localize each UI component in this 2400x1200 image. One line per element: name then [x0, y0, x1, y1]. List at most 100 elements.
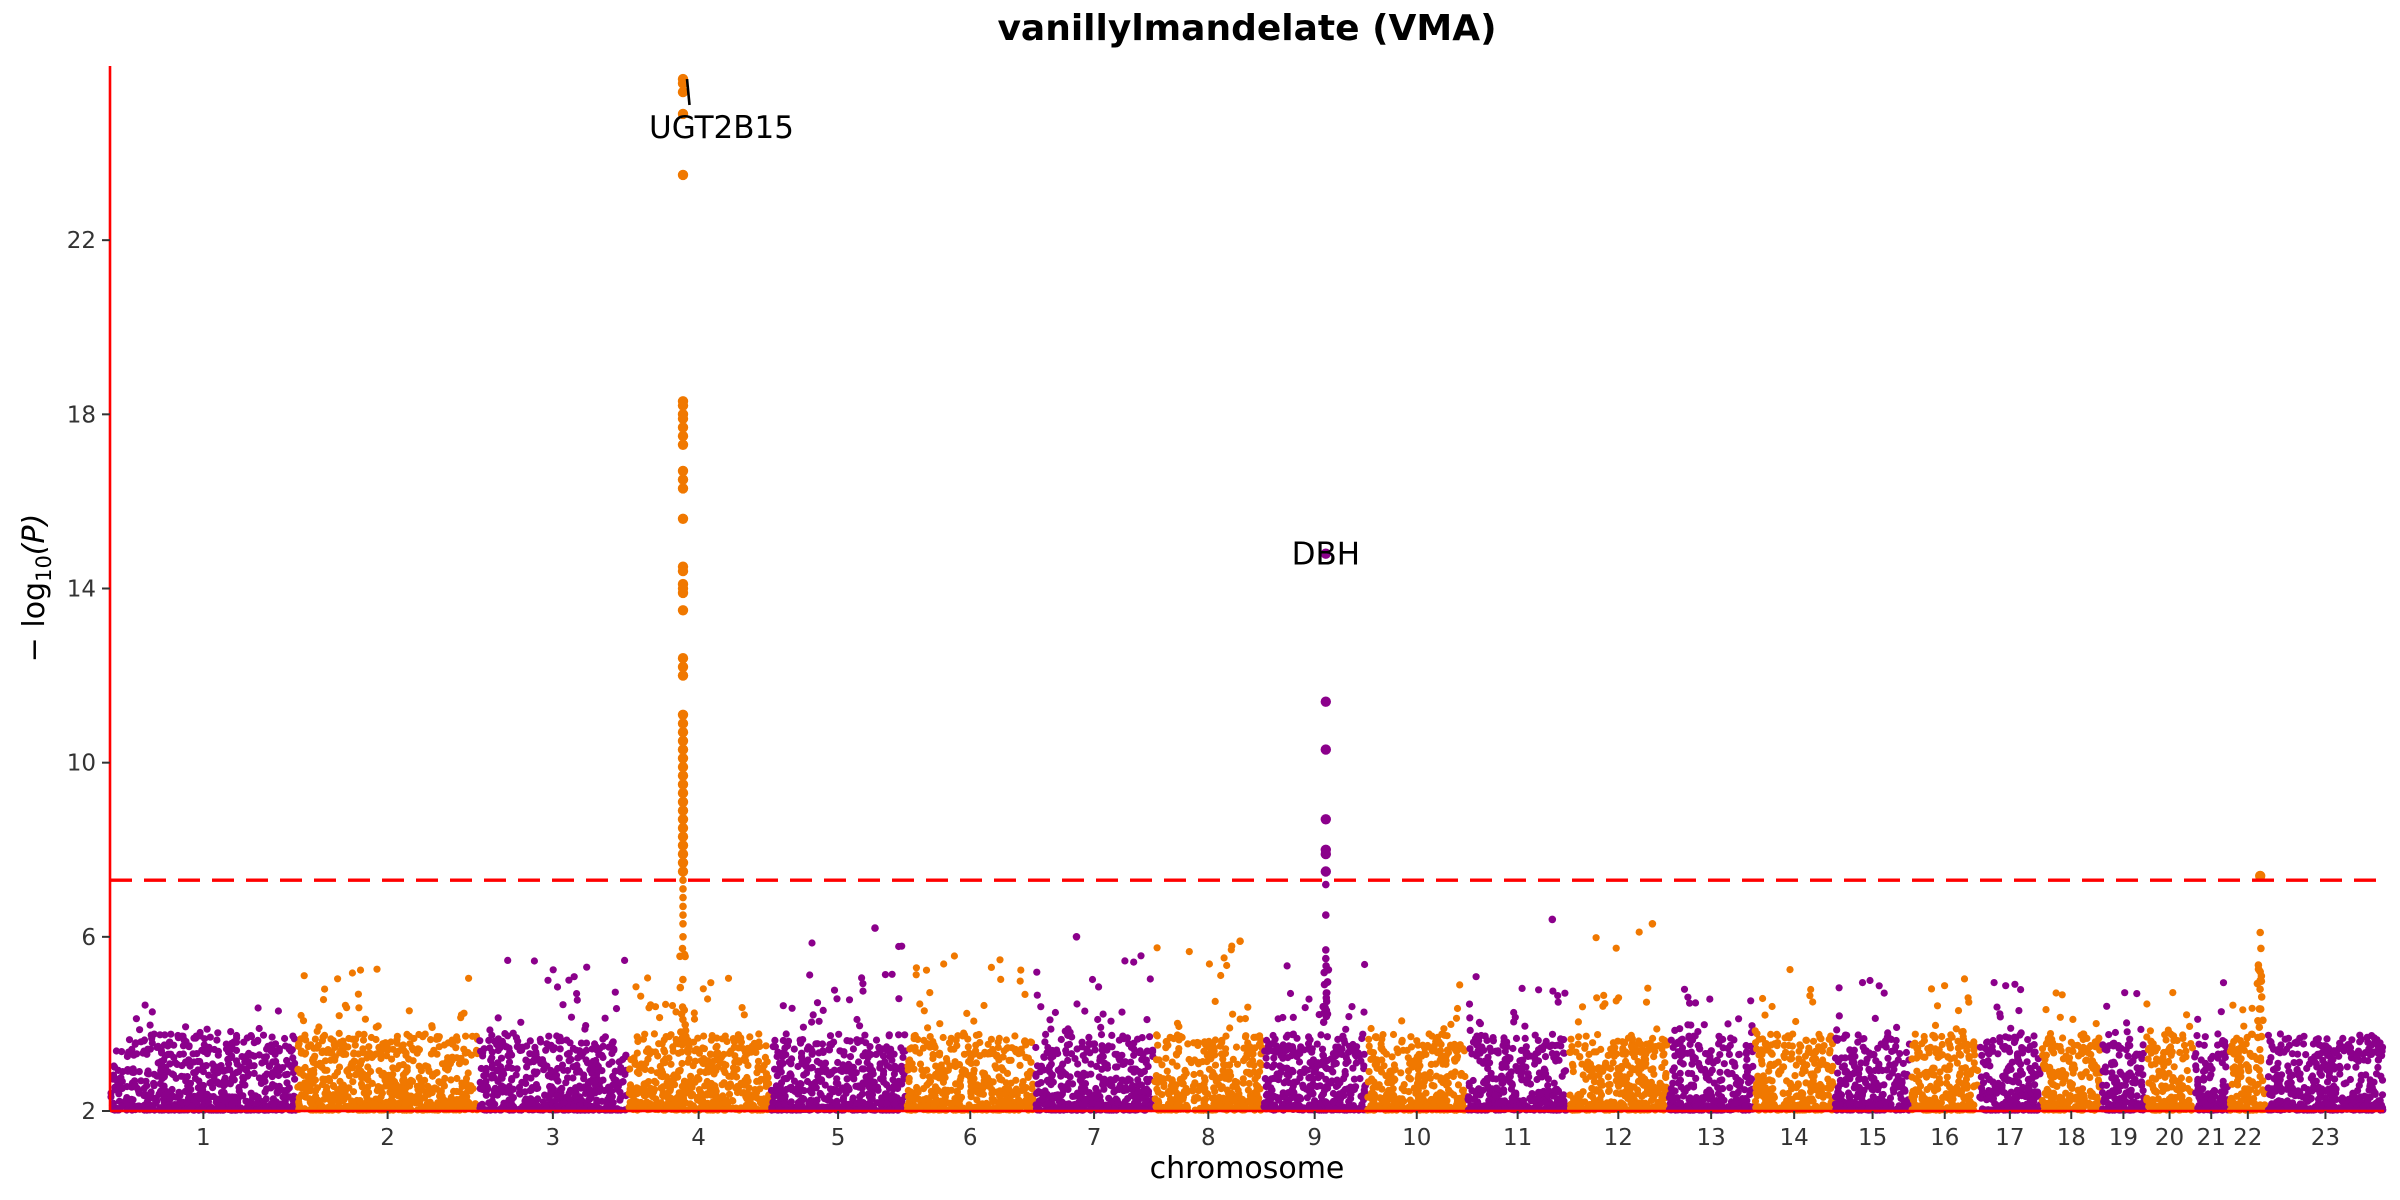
- data-point: [1100, 1085, 1108, 1093]
- data-point: [1407, 1043, 1416, 1051]
- data-point: [1349, 1102, 1357, 1110]
- data-point: [655, 1103, 663, 1111]
- data-point: [601, 1014, 609, 1022]
- data-point: [611, 1067, 619, 1075]
- data-point: [435, 1033, 443, 1041]
- data-point: [360, 1030, 368, 1038]
- data-point: [1154, 1041, 1162, 1049]
- data-point: [812, 1040, 820, 1048]
- data-point: [532, 1050, 540, 1058]
- data-point: [813, 999, 822, 1007]
- data-point: [1199, 1058, 1207, 1066]
- data-point: [931, 1043, 939, 1051]
- data-point: [916, 1000, 924, 1008]
- data-point: [143, 1050, 151, 1058]
- data-point: [849, 1045, 858, 1053]
- data-point: [630, 1100, 638, 1108]
- data-point: [1217, 971, 1225, 980]
- data-point: [859, 987, 867, 995]
- data-point: [487, 1056, 495, 1064]
- data-point: [947, 1045, 955, 1053]
- data-point: [1329, 1097, 1337, 1105]
- data-point: [1239, 1079, 1247, 1087]
- data-point: [650, 1030, 659, 1038]
- data-point: [781, 1100, 789, 1108]
- data-point: [175, 1088, 183, 1096]
- data-point: [565, 1095, 574, 1103]
- data-point: [1034, 1088, 1043, 1096]
- data-point: [696, 1068, 704, 1076]
- data-point: [1245, 1079, 1253, 1088]
- data-point: [411, 1099, 420, 1107]
- data-point: [1094, 1015, 1102, 1024]
- data-point: [1301, 1065, 1309, 1073]
- data-point: [1456, 1041, 1464, 1049]
- data-point: [399, 1041, 407, 1049]
- data-point: [637, 1098, 645, 1107]
- data-point: [1074, 1070, 1082, 1078]
- data-point: [972, 1059, 981, 1067]
- data-point: [421, 1062, 430, 1070]
- data-point: [239, 1073, 247, 1082]
- data-point: [337, 1041, 345, 1049]
- data-point: [891, 1100, 899, 1108]
- data-point: [461, 1049, 469, 1057]
- data-point: [1037, 1003, 1045, 1011]
- data-point: [132, 1015, 140, 1023]
- data-point: [1083, 1071, 1091, 1079]
- data-point: [1189, 1087, 1197, 1095]
- data-point: [987, 1050, 995, 1058]
- data-point: [570, 973, 578, 981]
- data-point: [725, 1049, 733, 1057]
- data-point: [1149, 1046, 1157, 1054]
- data-point: [1073, 1045, 1081, 1053]
- data-point: [394, 1092, 402, 1100]
- data-point: [912, 964, 921, 972]
- data-point: [433, 1050, 441, 1058]
- data-point: [1264, 1042, 1272, 1050]
- data-point: [790, 1077, 799, 1085]
- data-point: [315, 1023, 323, 1031]
- data-point: [920, 1007, 928, 1015]
- data-point: [732, 1084, 740, 1092]
- data-point: [1220, 1060, 1228, 1068]
- data-point: [460, 1009, 468, 1017]
- data-point: [709, 1057, 717, 1066]
- data-point: [582, 1022, 590, 1030]
- data-point: [1168, 1058, 1176, 1066]
- data-point: [154, 1042, 162, 1050]
- data-point: [1226, 1061, 1234, 1069]
- data-point: [1111, 1050, 1119, 1058]
- data-point: [616, 1079, 624, 1087]
- data-point: [580, 1083, 588, 1091]
- data-point: [720, 1050, 728, 1058]
- data-point: [819, 1006, 827, 1015]
- data-point: [846, 1053, 855, 1061]
- data-point: [1245, 1068, 1253, 1076]
- data-point: [598, 1067, 606, 1075]
- data-point: [710, 1070, 718, 1078]
- data-point: [1360, 1062, 1368, 1070]
- data-point: [734, 1031, 743, 1039]
- data-point: [1124, 1075, 1132, 1083]
- data-point: [622, 1051, 630, 1059]
- data-point: [637, 992, 645, 1000]
- data-point: [560, 1066, 568, 1074]
- data-point: [304, 1043, 312, 1051]
- data-point: [268, 1033, 276, 1041]
- data-point: [197, 1088, 205, 1096]
- data-point: [832, 1086, 840, 1094]
- data-point: [165, 1050, 173, 1058]
- data-point: [150, 1070, 158, 1078]
- data-point: [799, 1023, 808, 1031]
- data-point: [1299, 1084, 1307, 1092]
- data-point: [1246, 1043, 1254, 1051]
- data-point: [625, 1103, 633, 1111]
- data-point: [1138, 1094, 1146, 1102]
- data-point: [845, 1100, 853, 1108]
- data-point: [1185, 948, 1193, 956]
- data-point: [204, 1098, 212, 1106]
- data-point: [1163, 1067, 1171, 1075]
- data-point: [356, 1097, 364, 1105]
- data-point: [1095, 983, 1103, 991]
